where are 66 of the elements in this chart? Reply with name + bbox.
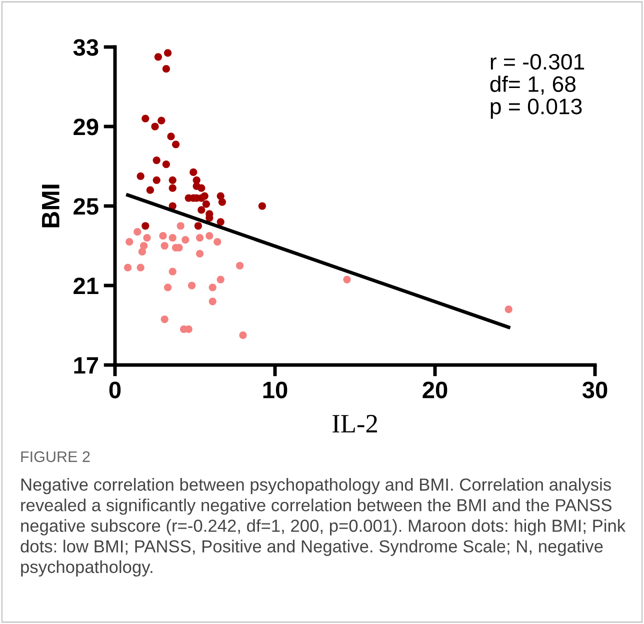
point <box>158 116 166 124</box>
point <box>236 262 244 270</box>
point <box>159 232 167 240</box>
point <box>142 222 150 230</box>
point <box>164 284 172 292</box>
point <box>146 186 154 194</box>
point <box>152 156 160 164</box>
point <box>198 184 206 192</box>
point <box>126 238 134 246</box>
x-tick-label: 10 <box>263 382 288 398</box>
point <box>208 284 216 292</box>
annotation: r = -0.301 df= 1, 68 p = 0.013 <box>490 54 584 119</box>
y-tick-label: 17 <box>74 357 98 374</box>
point <box>196 234 204 242</box>
point <box>172 140 180 148</box>
point <box>188 282 196 290</box>
point <box>214 238 222 246</box>
point <box>160 315 168 324</box>
point <box>168 234 176 242</box>
point <box>143 234 151 242</box>
point <box>206 232 214 240</box>
point <box>258 202 266 210</box>
point <box>216 276 224 284</box>
point <box>136 264 144 272</box>
point <box>208 298 216 306</box>
point <box>152 176 160 184</box>
point <box>142 114 150 122</box>
y-tick-label: 25 <box>74 198 98 215</box>
point <box>194 222 202 230</box>
point <box>136 172 144 180</box>
point <box>182 236 190 244</box>
point <box>162 160 170 168</box>
x-tick-label: 30 <box>582 382 608 398</box>
y-tick-label: 21 <box>74 278 98 294</box>
point <box>160 242 168 250</box>
point <box>504 306 512 314</box>
y-axis-title: BMI <box>42 184 60 228</box>
x-tick-label: 0 <box>109 382 121 398</box>
x-axis-title: IL-2 <box>332 414 377 432</box>
point <box>198 206 206 214</box>
point <box>124 264 132 272</box>
point <box>202 200 210 208</box>
point <box>239 331 247 339</box>
point <box>343 276 351 284</box>
y-tick-label: 29 <box>74 118 98 136</box>
point <box>134 228 142 236</box>
point <box>138 248 146 256</box>
point <box>176 222 184 230</box>
point <box>216 218 224 226</box>
point <box>162 65 170 73</box>
y-tick-label: 33 <box>73 39 98 56</box>
point <box>167 132 175 140</box>
point <box>140 242 148 250</box>
point <box>168 268 176 276</box>
point <box>200 192 208 200</box>
point <box>164 49 172 57</box>
point <box>196 250 204 258</box>
point <box>190 168 198 176</box>
point <box>218 198 226 206</box>
text: Negative correlation between psychopathology and BMI. Correlation analysis revealed a significantly negative correlation between the BMI and the PANSS negative subscore (r=-0.242, df=1, 200, p=0.001). Maroon dots: high BMI; Pink dots: low BMI; PANSS, Positive and Negative. Syndrome Scale; N, negative psychopathology. <box>20 478 626 577</box>
point <box>154 53 162 61</box>
point <box>168 176 176 184</box>
point <box>168 184 176 192</box>
caption: FIGURE 2 <box>21 451 90 462</box>
point <box>151 122 159 130</box>
x-tick-label: 20 <box>422 382 448 398</box>
